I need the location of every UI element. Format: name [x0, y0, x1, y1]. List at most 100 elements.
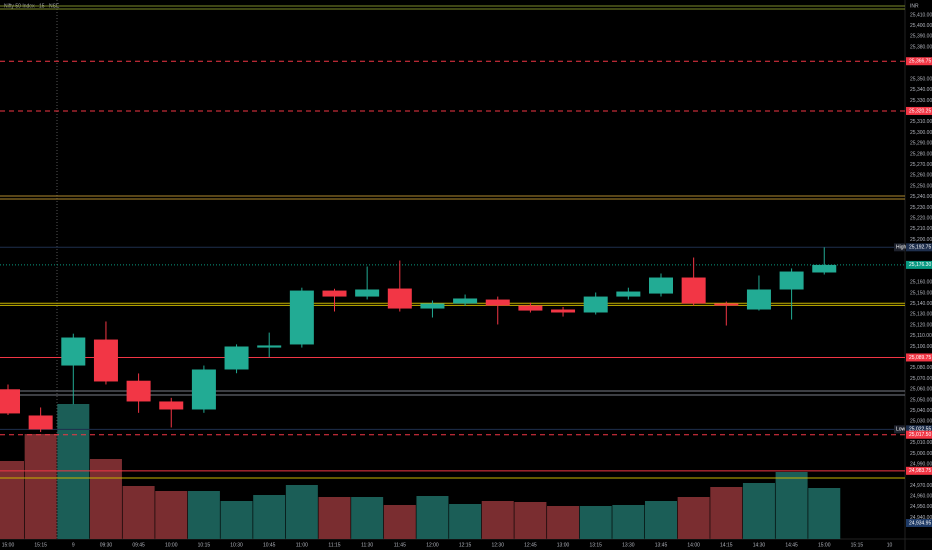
x-tick-label: 10 [887, 542, 893, 548]
volume-bar [155, 491, 188, 539]
y-tick-label: 25,240.00 [910, 194, 932, 200]
y-tick-label: 24,960.00 [910, 494, 932, 500]
x-tick-label: 15:15 [34, 542, 47, 548]
price-tag-name-box [894, 425, 905, 434]
volume-bar [808, 488, 841, 539]
candle-body [355, 289, 380, 297]
price-tag-label: 24,983.75 [909, 468, 931, 474]
x-tick-label: 10:30 [230, 542, 243, 548]
x-tick-label: 09:45 [132, 542, 145, 548]
candle-body [93, 339, 118, 382]
candle-body [224, 346, 249, 370]
x-tick-label: 12:45 [524, 542, 537, 548]
volume-bar [514, 502, 547, 539]
y-tick-label: 25,050.00 [910, 397, 932, 403]
y-tick-label: 25,040.00 [910, 408, 932, 414]
y-tick-label: 25,260.00 [910, 173, 932, 179]
candle-body [518, 305, 543, 311]
x-tick-label: 12:15 [459, 542, 472, 548]
price-tag [906, 106, 932, 115]
volume-bar [318, 497, 351, 539]
volume-bar [547, 506, 580, 539]
y-tick-label: 24,970.00 [910, 483, 932, 489]
x-tick-label: 13:45 [655, 542, 668, 548]
candle-body [289, 290, 314, 345]
candle-body [191, 369, 216, 410]
x-tick-label: 10:45 [263, 542, 276, 548]
price-tag-name: Low [896, 427, 906, 433]
volume-bar [677, 497, 710, 539]
volume-bar [24, 434, 57, 539]
y-tick-label: 25,130.00 [910, 312, 932, 318]
y-tick-label: 25,230.00 [910, 205, 932, 211]
y-tick-label: 25,270.00 [910, 162, 932, 168]
volume-bar [220, 501, 253, 539]
volume-bar [89, 459, 122, 539]
volume-bar [579, 506, 612, 539]
x-tick-label: 11:00 [296, 542, 308, 548]
candle-body [812, 264, 837, 273]
y-tick-label: 25,140.00 [910, 301, 932, 307]
price-tag [906, 353, 932, 362]
x-tick-label: 10:15 [198, 542, 211, 548]
x-tick-label: 12:00 [426, 542, 439, 548]
x-tick-label: 11:30 [361, 542, 373, 548]
y-tick-label: 25,380.00 [910, 44, 932, 50]
y-tick-label: 25,150.00 [910, 290, 932, 296]
candle-body [126, 380, 151, 402]
y-tick-label: 24,990.00 [910, 461, 932, 467]
volume-bar [416, 496, 449, 539]
x-tick-label: 9 [72, 542, 75, 548]
volume-bar [57, 404, 90, 539]
volume-bar [449, 504, 482, 539]
y-tick-label: 25,250.00 [910, 183, 932, 189]
candle-body [779, 271, 804, 290]
y-tick-label: 25,000.00 [910, 451, 932, 457]
price-tag [906, 425, 932, 434]
candle-body [681, 277, 706, 304]
volume-bar [383, 505, 416, 539]
candle-body [159, 401, 184, 410]
volume-bar [0, 461, 24, 539]
candle-body [746, 289, 771, 310]
candle-body [28, 415, 53, 430]
candle-body [485, 299, 510, 306]
y-tick-label: 25,290.00 [910, 141, 932, 147]
candle-body [616, 291, 641, 297]
x-tick-label: 14:45 [785, 542, 798, 548]
volume-bar [285, 485, 318, 539]
y-tick-label: 24,950.00 [910, 504, 932, 510]
x-tick-label: 13:30 [622, 542, 635, 548]
y-tick-label: 25,310.00 [910, 119, 932, 125]
y-tick-label: 25,080.00 [910, 365, 932, 371]
price-tag [906, 57, 932, 66]
x-tick-label: 11:45 [394, 542, 406, 548]
y-tick-label: 25,330.00 [910, 98, 932, 104]
y-tick-label: 25,200.00 [910, 237, 932, 243]
price-tag-label: 25,366.75 [909, 59, 931, 65]
x-tick-label: 13:00 [557, 542, 570, 548]
x-tick-label: 09:30 [100, 542, 113, 548]
candle-body [387, 288, 412, 309]
candle-body [257, 345, 282, 348]
x-tick-label: 11:15 [328, 542, 340, 548]
volume-bar [742, 483, 775, 539]
candle-body [583, 296, 608, 313]
volume-bar [351, 497, 384, 539]
y-tick-label: 25,390.00 [910, 34, 932, 40]
x-tick-label: 14:15 [720, 542, 733, 548]
volume-bar [122, 486, 155, 539]
x-tick-label: 15:00 [2, 542, 15, 548]
volume-bar [775, 472, 808, 539]
y-tick-label: 25,280.00 [910, 151, 932, 157]
volume-bar [481, 501, 514, 539]
candle-body [649, 277, 673, 294]
y-tick-label: 25,070.00 [910, 376, 932, 382]
price-tag-label: 24,934.95 [909, 520, 931, 526]
candle-body [551, 309, 576, 313]
volume-bar [187, 491, 220, 539]
volume-bar [253, 495, 286, 539]
price-tag [906, 466, 932, 475]
y-tick-label: 25,110.00 [910, 333, 932, 339]
